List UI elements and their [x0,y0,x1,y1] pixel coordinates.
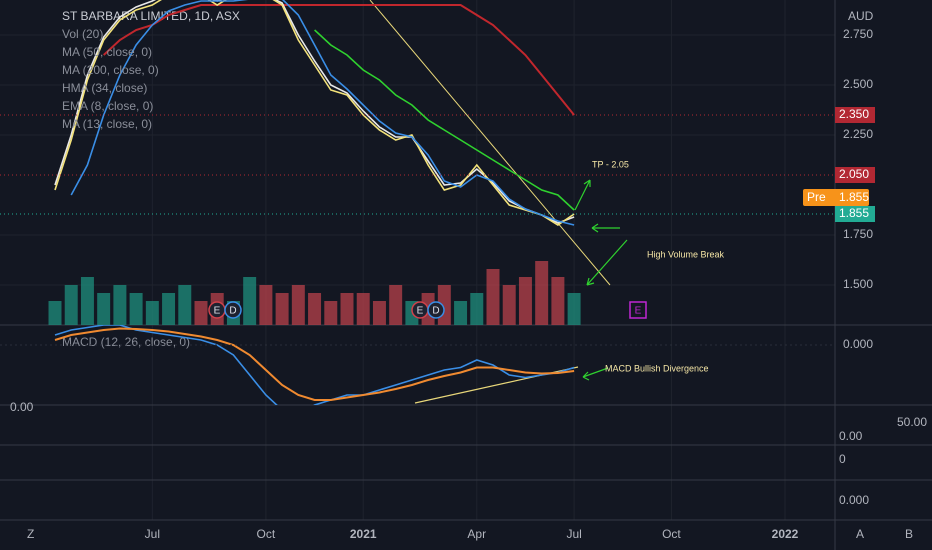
x-tick-label: Apr [467,527,486,541]
toolbar-button[interactable]: A [856,527,864,541]
volume-bar [291,285,305,325]
volume-bar [308,293,322,325]
arrows [574,179,628,381]
volume-bar [64,285,78,325]
volume-bar [48,301,62,325]
volume-bar [80,277,94,325]
price-tag-label: 2.350 [839,107,869,121]
price-tag [835,107,875,123]
volume-bar [97,293,111,325]
x-tick-label: 2022 [772,527,799,541]
volume-bar [567,293,581,325]
event-box [629,301,647,319]
legend-entry: MA (200, close, 0) [62,63,159,77]
volume-bar [551,277,565,325]
legend-entry: MA (50, close, 0) [62,45,152,59]
x-tick-label: Oct [662,527,681,541]
legend-entry: MA (13, close, 0) [62,117,152,131]
volume-bar [194,301,208,325]
event-label: E [214,306,221,317]
volume-bar [518,277,532,325]
volume-bar [340,293,354,325]
series-line [54,325,575,405]
event-label: E [635,306,642,317]
volume-bar [502,285,516,325]
volume-bar [389,285,403,325]
price-tag-label: 1.855 [839,190,869,204]
y-tick-label: 1.750 [843,227,873,241]
volume-bar [535,261,549,325]
pane-label: 0.00 [10,400,34,414]
toolbar-button[interactable]: Z [27,527,34,541]
volume-bar [454,301,468,325]
volume-bar [470,293,484,325]
legend-entry: Vol (20) [62,27,103,41]
volume-bar [275,293,289,325]
y-tick-label: 2.750 [843,27,873,41]
annotation: MACD Bullish Divergence [605,363,709,373]
price-tag-name: Pre [807,190,826,204]
legend-entry: HMA (34, close) [62,81,147,95]
pane-label: 0.000 [839,493,869,507]
volume-bar [372,301,386,325]
volume-bar [178,285,192,325]
annotation: High Volume Break [647,249,725,259]
trend-line [369,0,611,286]
volume-bar [243,277,257,325]
y-tick-label: 2.500 [843,77,873,91]
legend-entry: EMA (8, close, 0) [62,99,153,113]
chart-title: ST BARBARA LIMITED, 1D, ASX [62,9,240,23]
series-line [103,4,575,116]
toolbar-button[interactable]: B [905,527,913,541]
y-tick-label: 0.000 [843,337,873,351]
x-tick-label: Jul [566,527,581,541]
event-icon [427,301,445,319]
volume-bar [162,293,176,325]
pane-label: 50.00 [897,415,927,429]
event-icon [224,301,242,319]
volume-bar [356,293,370,325]
price-tag [835,206,875,222]
pane-label: 0 [839,452,846,466]
volume-bar [113,285,127,325]
macd-legend: MACD (12, 26, close, 0) [62,335,190,349]
volume-bar [486,269,500,325]
price-tag [803,189,869,206]
price-tag-label: 1.855 [839,206,869,220]
event-label: D [432,306,439,317]
series-line [314,29,575,211]
price-tag-label: 2.050 [839,167,869,181]
y-tick-label: 1.500 [843,277,873,291]
event-label: E [417,306,424,317]
price-tag [835,167,875,183]
y-tick-label: 2.250 [843,127,873,141]
x-tick-label: Jul [145,527,160,541]
currency: AUD [848,9,874,23]
volume-bar [259,285,273,325]
pane-label: 0.00 [839,429,863,443]
event-label: D [229,306,236,317]
volume-bar [324,301,338,325]
series-line [70,0,575,226]
x-tick-label: Oct [257,527,276,541]
annotation: TP - 2.05 [592,159,629,169]
volume-bar [129,293,143,325]
x-tick-label: 2021 [350,527,377,541]
volume-bar [145,301,159,325]
series-line [54,327,575,401]
